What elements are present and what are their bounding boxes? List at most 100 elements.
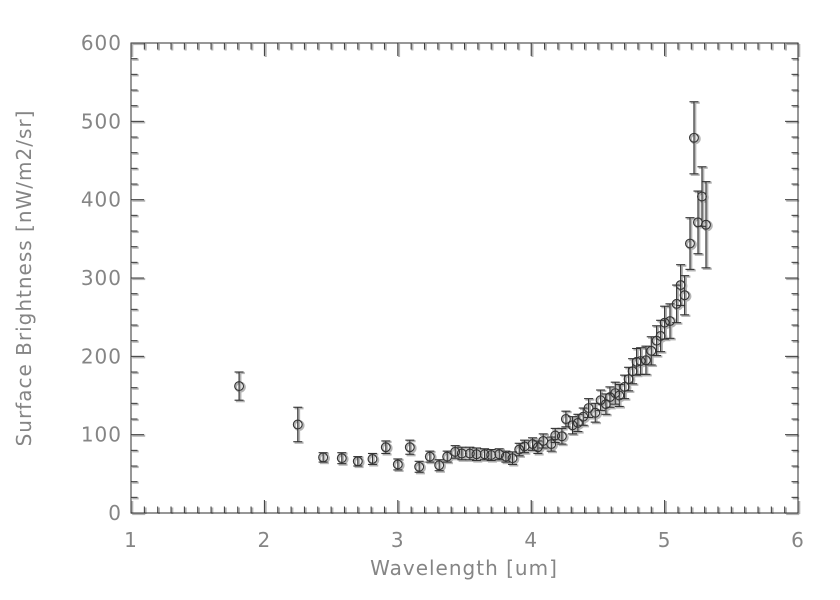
data-point-shadow bbox=[405, 440, 417, 457]
data-point-marker bbox=[680, 290, 692, 302]
data-point bbox=[532, 440, 543, 455]
data-point-marker bbox=[684, 238, 695, 249]
data-point-marker bbox=[527, 439, 538, 450]
data-point-marker bbox=[353, 456, 365, 468]
data-point-marker bbox=[507, 453, 518, 464]
data-point-marker bbox=[567, 420, 578, 431]
data-point bbox=[424, 450, 435, 463]
data-point-marker bbox=[486, 450, 497, 460]
data-point-marker bbox=[456, 448, 467, 459]
x-tick-label: 5 bbox=[658, 528, 672, 552]
data-point-marker bbox=[450, 447, 462, 459]
data-point-marker bbox=[591, 408, 603, 420]
data-point-marker bbox=[234, 381, 246, 393]
data-point-marker bbox=[550, 430, 561, 441]
data-point-marker bbox=[532, 442, 543, 453]
data-point-marker bbox=[380, 442, 391, 453]
data-point-marker bbox=[318, 452, 329, 463]
data-point-marker bbox=[494, 449, 505, 460]
data-point-marker bbox=[664, 316, 675, 327]
data-point bbox=[456, 446, 467, 461]
data-point bbox=[318, 452, 329, 463]
data-point-marker bbox=[659, 317, 670, 328]
tick-shadow-layer bbox=[131, 42, 801, 516]
x-tick-label: 1 bbox=[124, 528, 138, 552]
data-point bbox=[494, 448, 505, 461]
data-point-marker bbox=[614, 390, 625, 401]
data-point bbox=[527, 437, 538, 451]
data-point-marker bbox=[701, 219, 711, 230]
plot-frame bbox=[130, 42, 799, 514]
data-point bbox=[500, 450, 511, 463]
data-points-layer bbox=[234, 101, 711, 473]
x-tick-label: 2 bbox=[258, 528, 272, 552]
data-point-marker bbox=[688, 132, 699, 143]
data-point-marker bbox=[578, 411, 589, 422]
data-point-marker bbox=[464, 448, 475, 459]
data-point bbox=[550, 427, 561, 444]
data-point bbox=[675, 264, 686, 306]
y-tick-label: 200 bbox=[81, 344, 122, 368]
data-point-marker bbox=[679, 290, 690, 301]
data-point bbox=[583, 398, 594, 418]
x-tick-label: 6 bbox=[791, 528, 805, 552]
data-point-marker bbox=[471, 449, 482, 460]
data-point-marker bbox=[392, 459, 403, 470]
data-point bbox=[659, 305, 670, 340]
data-point bbox=[514, 442, 525, 457]
data-point-marker bbox=[414, 461, 425, 472]
data-point bbox=[640, 345, 651, 375]
data-point-marker bbox=[336, 453, 347, 464]
data-point-marker bbox=[424, 451, 435, 462]
data-point bbox=[560, 410, 571, 428]
y-tick-label: 0 bbox=[108, 501, 122, 525]
data-point bbox=[234, 371, 245, 401]
data-point-marker bbox=[646, 345, 657, 356]
data-point-marker bbox=[450, 446, 461, 457]
data-point-shadow bbox=[381, 440, 393, 456]
data-point bbox=[380, 440, 391, 455]
data-point-marker bbox=[572, 417, 583, 428]
x-axis-label: Wavelength [um] bbox=[370, 556, 558, 580]
data-point bbox=[392, 458, 403, 471]
data-point-shadow bbox=[234, 371, 246, 403]
data-point-marker bbox=[318, 452, 330, 464]
data-point-shadow bbox=[450, 445, 462, 461]
data-point bbox=[479, 448, 490, 461]
data-point-marker bbox=[367, 454, 378, 464]
y-tick-label: 600 bbox=[81, 31, 122, 55]
data-point-marker bbox=[583, 403, 594, 413]
y-tick-label: 100 bbox=[81, 423, 122, 447]
data-point bbox=[414, 460, 425, 473]
data-point bbox=[664, 303, 675, 339]
x-tick-label: 4 bbox=[524, 528, 538, 552]
data-point-marker bbox=[404, 442, 415, 453]
data-point-shadow bbox=[701, 181, 713, 270]
data-point bbox=[450, 445, 461, 459]
data-point-marker bbox=[352, 456, 363, 467]
data-point bbox=[556, 427, 567, 445]
data-point bbox=[684, 217, 695, 270]
data-point-shadow bbox=[680, 275, 692, 317]
y-tick-label: 500 bbox=[81, 109, 122, 133]
data-point-marker bbox=[685, 239, 697, 251]
data-point-marker bbox=[557, 431, 569, 443]
y-tick-label: 300 bbox=[81, 266, 122, 290]
data-point-marker bbox=[514, 444, 525, 455]
data-point-marker bbox=[500, 451, 511, 462]
data-point bbox=[442, 450, 453, 463]
data-point bbox=[507, 451, 518, 465]
data-point bbox=[404, 439, 415, 455]
data-point bbox=[367, 452, 378, 465]
data-point-marker bbox=[381, 442, 393, 454]
data-point bbox=[567, 416, 578, 435]
y-tick-label: 400 bbox=[81, 188, 122, 212]
data-point-marker bbox=[405, 442, 417, 454]
data-point-marker bbox=[560, 414, 571, 424]
data-point bbox=[336, 452, 347, 465]
y-axis-label: Surface Brightness [nW/m2/sr] bbox=[12, 110, 36, 447]
data-point-marker bbox=[442, 451, 453, 462]
data-point-marker bbox=[635, 356, 646, 366]
